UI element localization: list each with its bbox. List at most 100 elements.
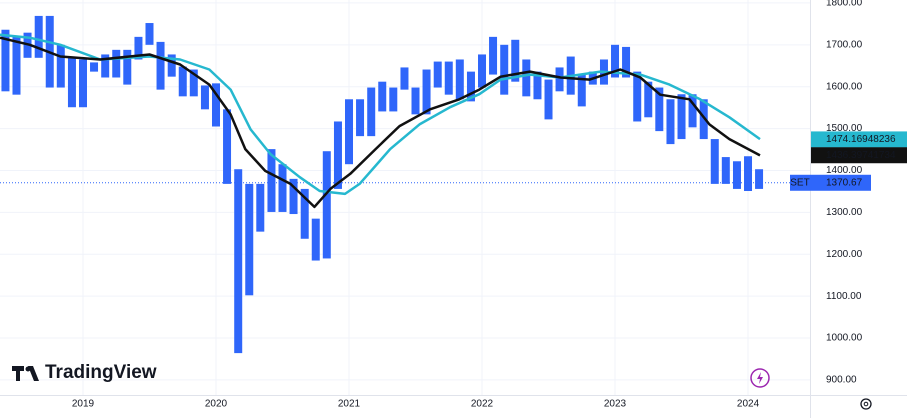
line-last-value: 1474.16948236 xyxy=(826,134,896,145)
bar xyxy=(500,44,509,95)
brand: TradingView xyxy=(45,362,157,383)
bar xyxy=(223,109,232,184)
bar xyxy=(744,156,753,192)
bar xyxy=(555,67,564,92)
bar xyxy=(489,36,498,75)
bar xyxy=(200,85,209,110)
moving-average xyxy=(0,36,761,209)
bar xyxy=(466,71,475,102)
y-tick-label: 1000.00 xyxy=(826,333,863,344)
y-tick-label: 1500.00 xyxy=(826,123,863,134)
y-tick-label: 1600.00 xyxy=(826,81,863,92)
bar xyxy=(12,36,21,95)
series-name: SET xyxy=(790,177,809,188)
bar xyxy=(212,83,220,127)
bar xyxy=(644,81,653,118)
settings[interactable] xyxy=(860,398,872,410)
line-tag xyxy=(811,147,907,164)
y-tick-label: 1300.00 xyxy=(826,207,863,218)
bar xyxy=(666,99,675,145)
bar xyxy=(732,161,741,189)
bar xyxy=(245,183,254,296)
last-price: 1370.67 xyxy=(826,177,863,188)
bar xyxy=(300,188,309,239)
bar xyxy=(78,59,87,108)
alert-circle[interactable] xyxy=(750,368,770,388)
bar xyxy=(389,87,398,112)
logo-icon xyxy=(12,366,39,381)
bar xyxy=(256,183,265,232)
y-tick-label: 1200.00 xyxy=(826,249,863,260)
bar xyxy=(422,69,431,115)
price-tag xyxy=(811,174,871,191)
bar xyxy=(677,94,686,140)
x-tick-label: 2024 xyxy=(737,399,760,410)
bar xyxy=(101,54,110,78)
x-tick-label: 2019 xyxy=(72,399,95,410)
bar xyxy=(311,218,320,261)
bar xyxy=(333,121,342,189)
bar xyxy=(345,99,354,165)
bar xyxy=(522,59,531,97)
bar xyxy=(322,151,331,259)
bar xyxy=(544,79,553,120)
settings-icon[interactable] xyxy=(863,401,869,407)
series-tag xyxy=(790,174,811,191)
bar xyxy=(710,139,719,184)
bar xyxy=(112,49,121,78)
bar xyxy=(134,36,143,60)
bar xyxy=(511,39,520,82)
logo-icon xyxy=(25,366,31,372)
bar xyxy=(56,44,65,88)
y-tick-label: 1700.00 xyxy=(826,39,863,50)
bar xyxy=(433,61,442,88)
y-tick-label: 1100.00 xyxy=(826,291,862,302)
x-tick-label: 2020 xyxy=(205,399,228,410)
bar xyxy=(67,56,76,108)
bar xyxy=(444,61,453,95)
bar xyxy=(400,67,409,90)
bar xyxy=(688,94,697,128)
y-tick-label: 900.00 xyxy=(826,375,857,386)
bar xyxy=(455,59,464,100)
bar xyxy=(655,87,664,132)
bar xyxy=(577,74,586,107)
bar xyxy=(34,15,43,58)
bar xyxy=(123,49,132,85)
labels: 900.00 1000.00 1100.00 1200.00 1300.00 1400.0… xyxy=(72,0,907,410)
bar xyxy=(356,99,365,137)
bar xyxy=(633,71,642,122)
bar xyxy=(755,169,764,189)
bar xyxy=(167,54,176,77)
alert-bolt[interactable] xyxy=(757,372,763,384)
bar xyxy=(189,69,198,97)
bar xyxy=(478,54,487,88)
bar xyxy=(611,44,620,78)
line-tag xyxy=(811,131,907,148)
bar xyxy=(156,41,165,90)
y-tick-label: 1800.00 xyxy=(826,0,863,9)
bar xyxy=(278,164,287,212)
bar xyxy=(721,157,730,184)
bar xyxy=(1,29,10,92)
x-tick-label: 2023 xyxy=(604,399,627,410)
logo: TradingView xyxy=(12,362,157,383)
bar xyxy=(289,178,298,215)
bar xyxy=(411,87,420,115)
line-last-value: 1436.39741734 xyxy=(826,150,896,161)
bar xyxy=(90,62,99,72)
bar xyxy=(145,23,154,45)
x-tick-label: 2021 xyxy=(338,399,361,410)
bar xyxy=(234,169,243,354)
alert-icon[interactable] xyxy=(750,368,770,388)
bar xyxy=(533,71,542,100)
bar xyxy=(367,87,376,137)
bar xyxy=(622,46,631,78)
bar xyxy=(378,81,387,112)
bar xyxy=(267,149,276,212)
x-tick-label: 2022 xyxy=(471,399,494,410)
settings-icon[interactable] xyxy=(860,398,872,410)
plot xyxy=(0,15,810,354)
